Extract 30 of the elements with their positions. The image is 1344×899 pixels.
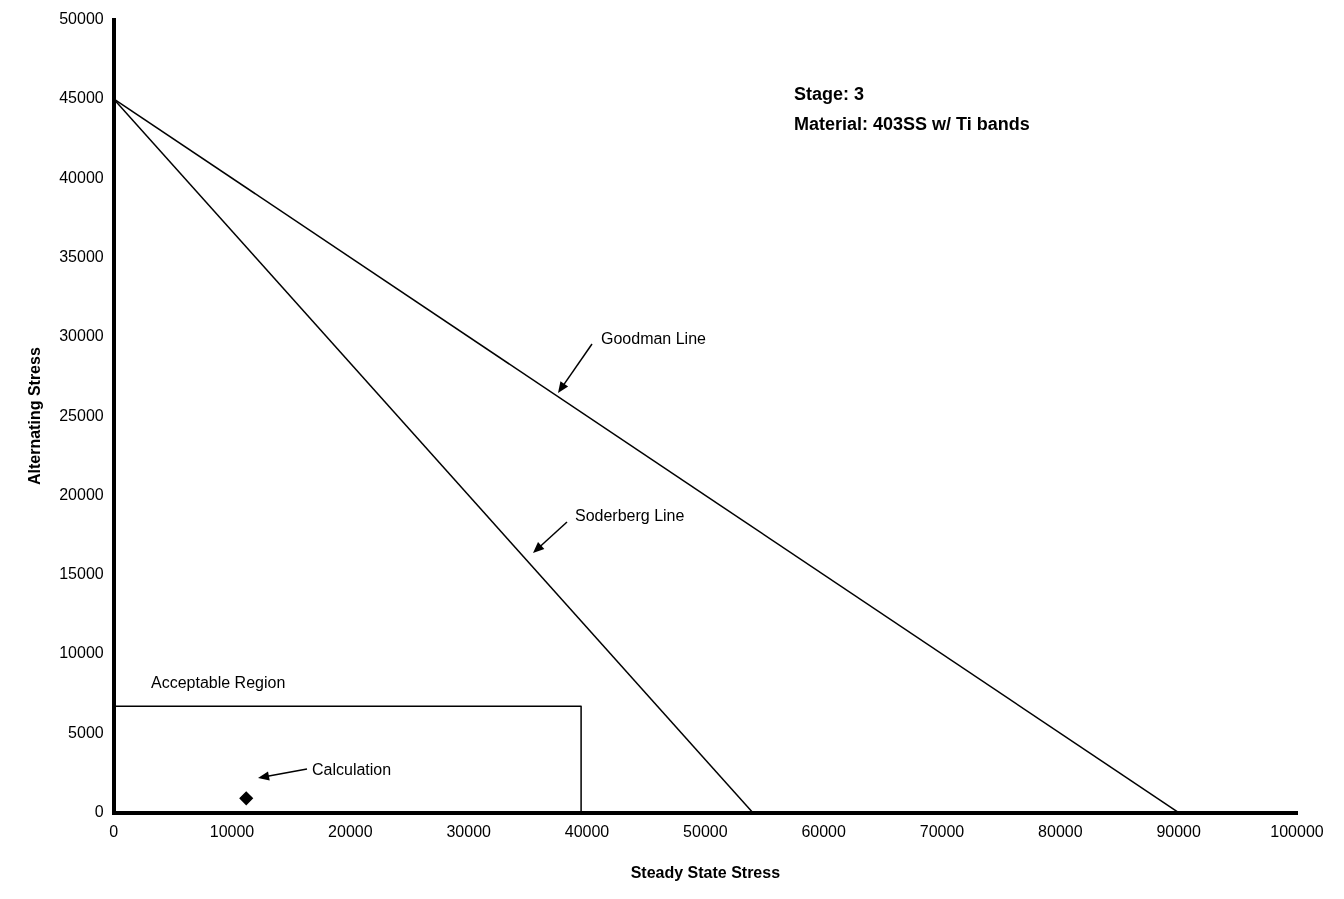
x-tick-label: 40000 xyxy=(564,822,610,840)
y-tick-label: 15000 xyxy=(59,565,104,583)
x-tick-label: 20000 xyxy=(328,822,373,840)
annotation: Calculation xyxy=(312,761,392,779)
y-tick-label: 50000 xyxy=(59,10,104,28)
annotation: Material: 403SS w/ Ti bands xyxy=(794,113,1030,134)
x-tick-label: 80000 xyxy=(1038,822,1083,840)
y-tick-label: 35000 xyxy=(59,247,104,265)
y-tick-label: 40000 xyxy=(59,168,104,186)
y-tick-label: 20000 xyxy=(59,485,104,503)
y-tick-label: 10000 xyxy=(59,644,104,662)
annotation: Acceptable Region xyxy=(151,674,286,692)
x-tick-label: 50000 xyxy=(683,822,728,840)
y-axis-title: Alternating Stress xyxy=(26,347,44,486)
x-tick-label: 10000 xyxy=(209,822,255,840)
x-tick-label: 100000 xyxy=(1270,822,1324,840)
y-tick-label: 0 xyxy=(94,803,104,821)
x-tick-label: 70000 xyxy=(919,822,965,840)
annotation: Stage: 3 xyxy=(794,83,865,104)
y-tick-label: 30000 xyxy=(59,327,104,345)
y-tick-label: 5000 xyxy=(68,723,104,741)
annotation: Soderberg Line xyxy=(575,507,685,525)
x-tick-label: 0 xyxy=(109,822,119,840)
x-tick-label: 60000 xyxy=(801,822,847,840)
x-tick-label: 90000 xyxy=(1156,822,1202,840)
y-tick-label: 25000 xyxy=(59,406,104,424)
x-axis-title: Steady State Stress xyxy=(630,863,781,881)
x-tick-label: 30000 xyxy=(446,822,492,840)
annotation: Goodman Line xyxy=(601,330,707,348)
y-tick-label: 45000 xyxy=(59,89,104,107)
